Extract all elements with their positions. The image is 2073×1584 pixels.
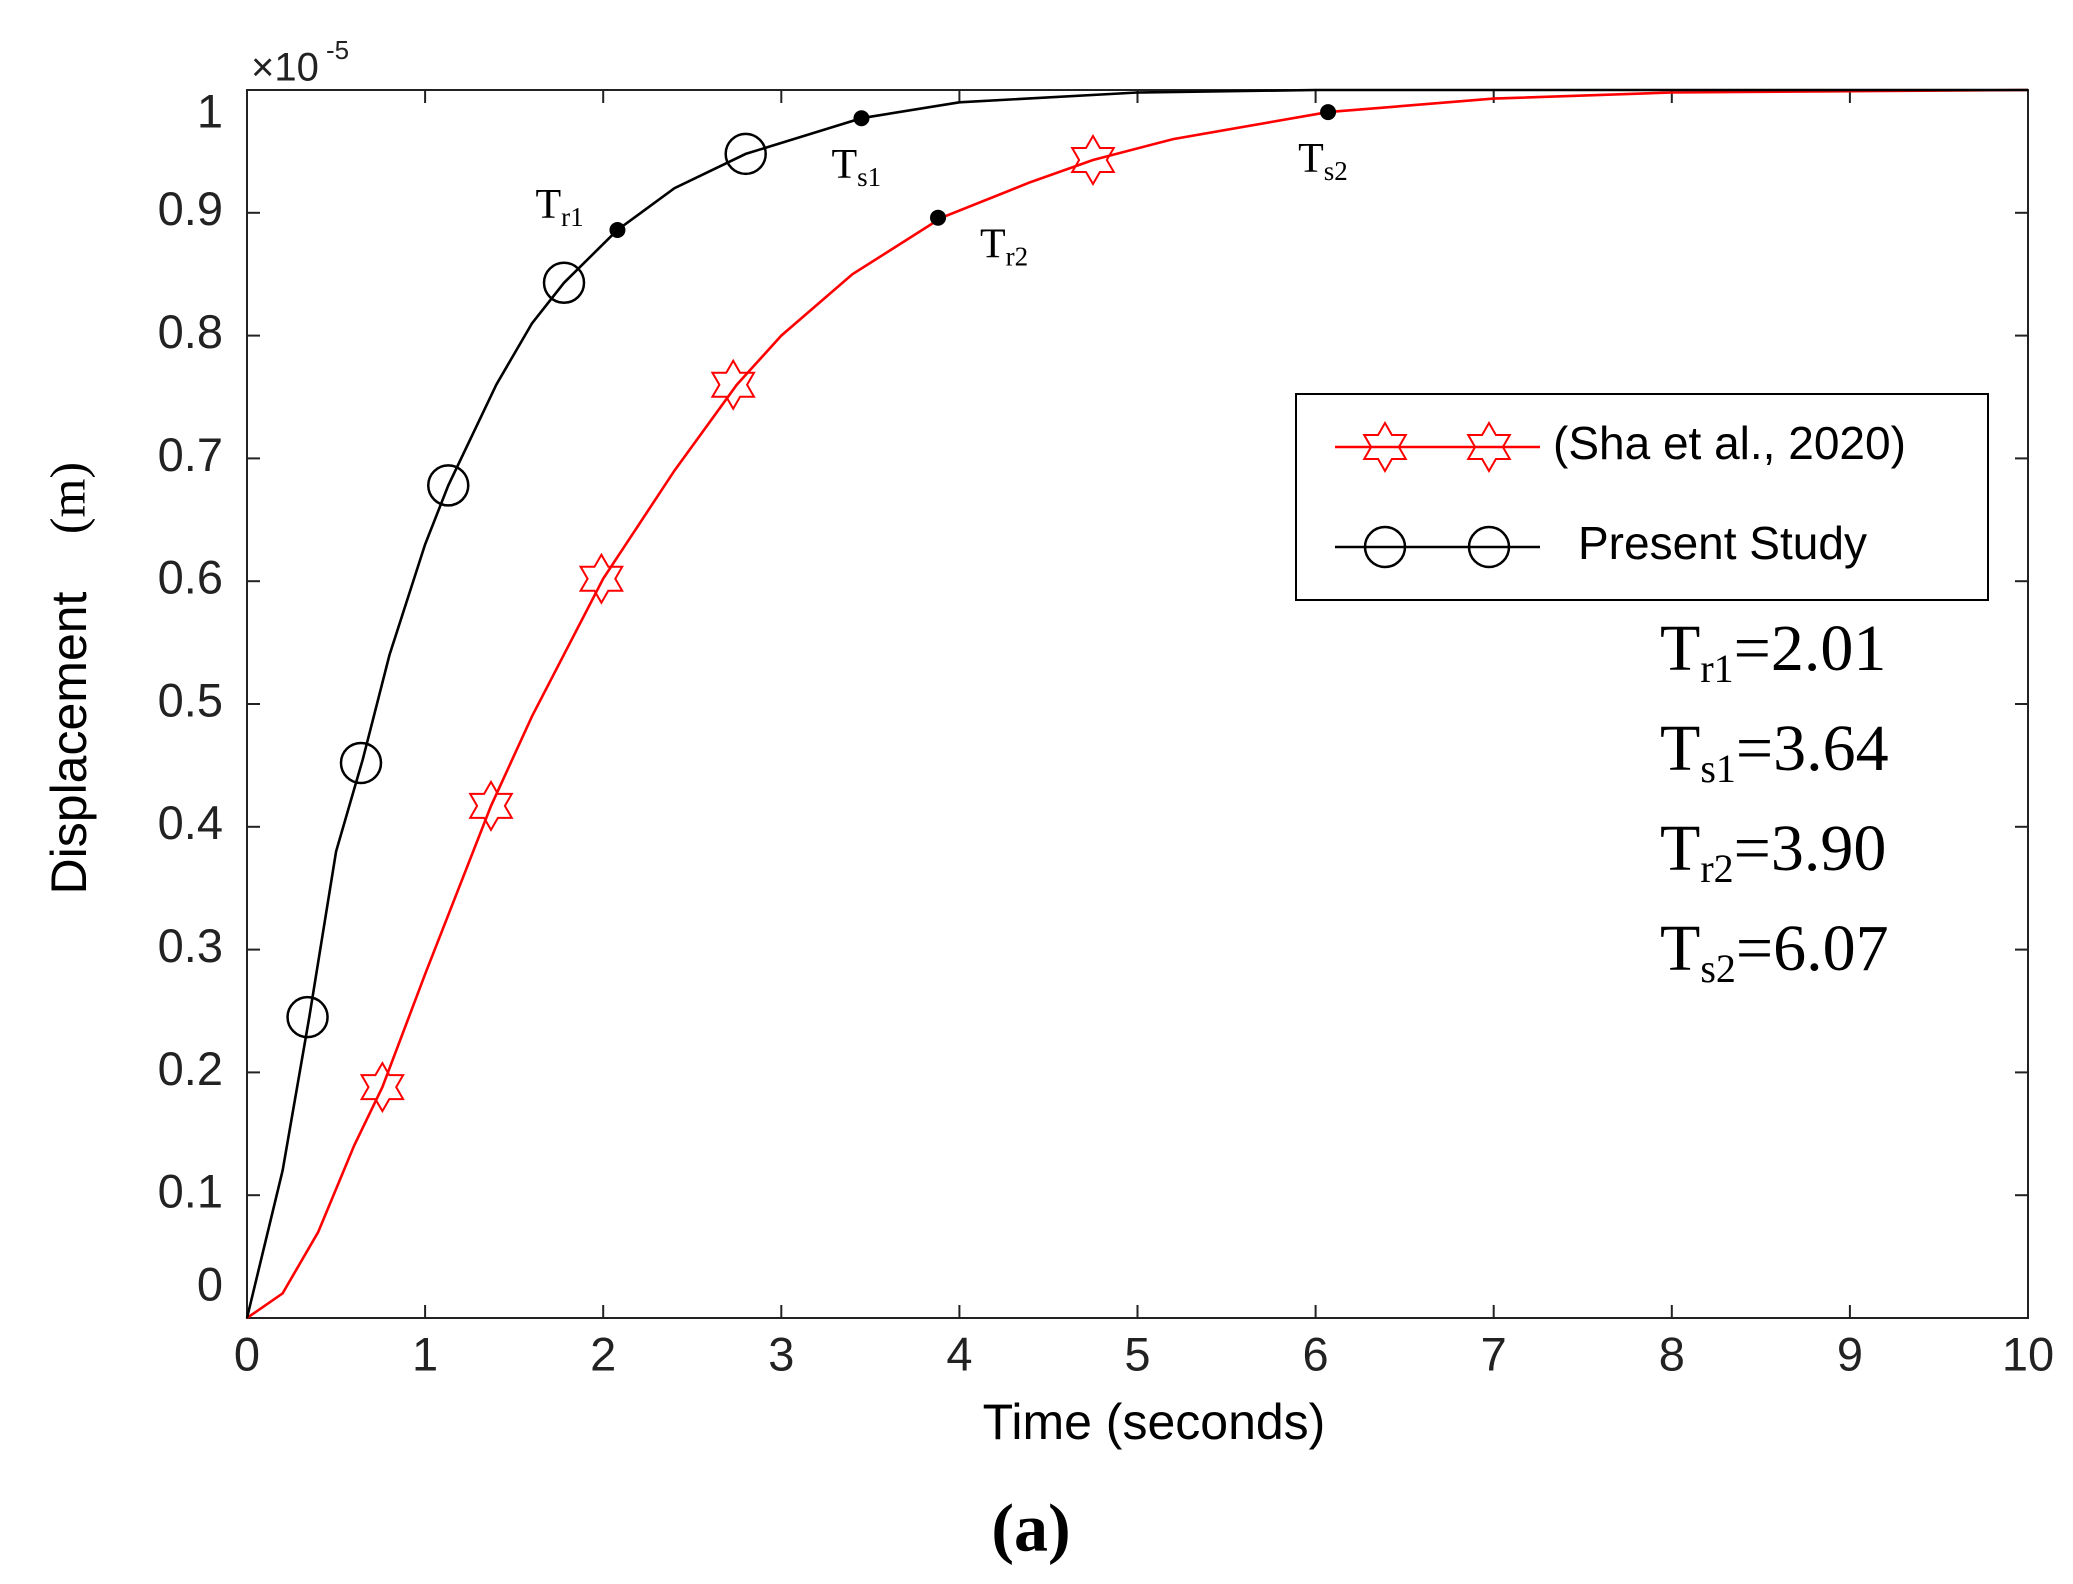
x-tick-label: 10	[2002, 1327, 2054, 1380]
circle-marker	[1467, 525, 1511, 569]
annotation-sub: s1	[857, 162, 881, 192]
y-axis-label: Displacement	[41, 591, 97, 894]
result-value: =2.01	[1734, 612, 1887, 685]
hexagram-marker	[468, 779, 514, 832]
x-tick-label: 9	[1837, 1327, 1863, 1380]
hexagram-marker	[1070, 134, 1116, 186]
annotation-letter: T	[980, 221, 1006, 267]
result-letter: T	[1660, 912, 1700, 985]
circle-marker	[339, 741, 383, 785]
y-tick-label: 0.5	[158, 673, 223, 726]
y-multiplier: ×10	[251, 46, 319, 90]
y-tick-label: 0.7	[158, 428, 223, 481]
annotation-sub: r1	[561, 202, 584, 232]
circle-marker	[724, 132, 767, 176]
annotation-letter: T	[1298, 136, 1324, 182]
annotation-label: Tr1	[535, 182, 583, 233]
annotation-sub: r2	[1006, 242, 1029, 272]
annotation-dot	[1320, 104, 1337, 121]
result-value: =3.90	[1734, 812, 1887, 885]
result-sub: r1	[1700, 646, 1733, 691]
result-letter: T	[1660, 712, 1700, 785]
result-text: Tr1=2.01	[1660, 612, 1886, 691]
x-tick-label: 1	[412, 1327, 438, 1380]
circle-marker	[427, 464, 470, 507]
annotation-letter: T	[535, 182, 561, 228]
y-axis-unit: (m)	[39, 462, 95, 534]
legend-label: (Sha et al., 2020)	[1553, 417, 1906, 469]
result-value: =6.07	[1736, 912, 1889, 985]
annotation-letter: T	[831, 142, 857, 188]
hexagram-marker	[578, 552, 624, 605]
y-tick-label: 0.4	[158, 796, 223, 849]
result-sub: r2	[1700, 846, 1733, 891]
x-axis-label: Time (seconds)	[983, 1394, 1326, 1450]
y-tick-label: 0.9	[158, 182, 223, 235]
y-tick-label: 0.3	[158, 919, 223, 972]
y-multiplier-exponent: -5	[326, 35, 349, 65]
y-tick-label: 0.8	[158, 305, 223, 358]
y-tick-label: 0.1	[158, 1165, 223, 1218]
annotation-label: Tr2	[980, 221, 1028, 272]
annotation-dot	[609, 221, 626, 238]
hexagram-marker	[1466, 420, 1512, 474]
circle-marker	[286, 995, 329, 1039]
series-line	[245, 88, 2028, 1319]
circle-marker	[1363, 525, 1407, 569]
result-letter: T	[1660, 612, 1700, 685]
x-tick-label: 7	[1481, 1327, 1507, 1380]
x-tick-label: 5	[1124, 1327, 1150, 1380]
x-tick-label: 3	[768, 1327, 794, 1380]
y-tick-label: 0.2	[158, 1042, 223, 1095]
hexagram-marker	[710, 358, 756, 411]
y-tick-label: 0.6	[158, 551, 223, 604]
result-text: Tr2=3.90	[1660, 812, 1886, 891]
series-line	[246, 88, 2029, 1320]
result-text: Ts1=3.64	[1660, 712, 1889, 791]
circle-marker	[542, 261, 586, 305]
annotation-dot	[853, 110, 870, 127]
x-tick-label: 2	[590, 1327, 616, 1380]
x-tick-label: 6	[1303, 1327, 1329, 1380]
result-value: =3.64	[1736, 712, 1889, 785]
annotation-label: Ts1	[831, 142, 881, 193]
y-tick-label: 1	[197, 84, 223, 137]
hexagram-marker	[359, 1061, 405, 1114]
legend-label: Present Study	[1578, 517, 1867, 569]
annotation-label: Ts2	[1298, 136, 1348, 187]
y-tick-label: 0	[197, 1257, 223, 1310]
annotation-dot	[930, 209, 947, 226]
annotation-sub: s2	[1324, 156, 1348, 186]
result-sub: s1	[1700, 746, 1736, 791]
legend-box	[1295, 393, 1989, 601]
x-tick-label: 8	[1659, 1327, 1685, 1380]
x-tick-label: 0	[234, 1327, 260, 1380]
result-sub: s2	[1700, 946, 1736, 991]
caption: (a)	[991, 1490, 1070, 1566]
hexagram-marker	[1362, 420, 1408, 474]
result-letter: T	[1660, 812, 1700, 885]
y-axis-label-group: Displacement (m)	[39, 462, 97, 895]
result-text: Ts2=6.07	[1660, 912, 1889, 991]
x-tick-label: 4	[946, 1327, 972, 1380]
